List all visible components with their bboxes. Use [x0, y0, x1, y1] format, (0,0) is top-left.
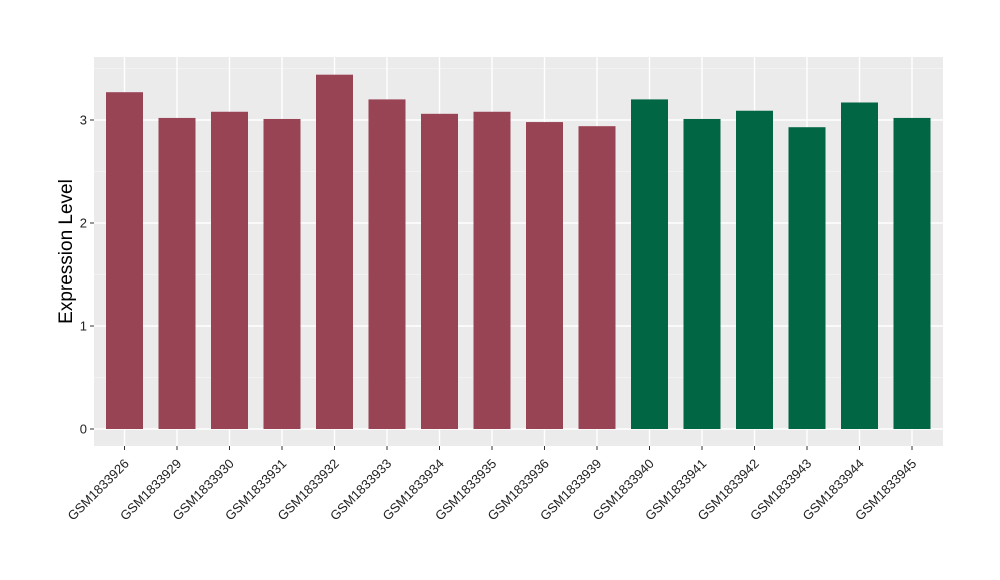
- bar-GSM1833930: [211, 111, 248, 429]
- bar-GSM1833942: [736, 110, 773, 429]
- bar-GSM1833935: [473, 111, 511, 429]
- bar-GSM1833932: [316, 74, 353, 430]
- bar-GSM1833940: [631, 99, 668, 430]
- bar-GSM1833945: [893, 117, 931, 429]
- bar-GSM1833926: [106, 92, 143, 429]
- bar-GSM1833944: [841, 102, 878, 430]
- y-tick-label: 3: [80, 113, 87, 128]
- x-axis: GSM1833926GSM1833929GSM1833930GSM1833931…: [64, 446, 919, 523]
- y-axis-title: Expression Level: [56, 179, 77, 324]
- bar-GSM1833929: [158, 117, 196, 429]
- bar-GSM1833936: [526, 122, 563, 429]
- bar-GSM1833934: [421, 113, 458, 429]
- bars: [106, 74, 931, 430]
- y-axis: 0 1 2 3: [80, 113, 94, 437]
- y-tick-label: 2: [80, 216, 87, 231]
- y-tick-label: 1: [80, 319, 87, 334]
- bar-GSM1833939: [578, 126, 616, 430]
- bar-GSM1833933: [368, 99, 406, 430]
- y-tick-label: 0: [80, 422, 87, 437]
- bar-GSM1833943: [788, 127, 826, 430]
- bar-GSM1833931: [263, 118, 301, 429]
- bar-GSM1833941: [683, 118, 721, 429]
